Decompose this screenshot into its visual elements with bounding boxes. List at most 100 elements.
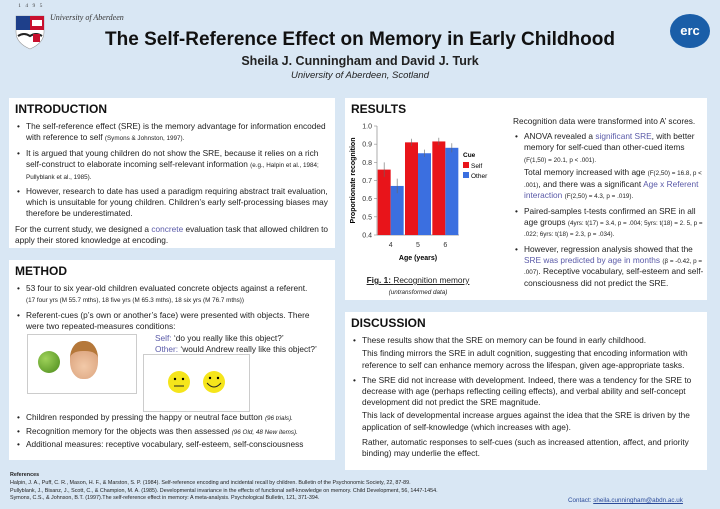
text: evaluation task that allowed children to… [15, 223, 329, 245]
university-name: University of Aberdeen [50, 13, 124, 22]
results-intro: Recognition data were transformed into A… [513, 116, 696, 126]
response-buttons-image [143, 354, 250, 412]
y-tick-label: 0.6 [362, 196, 372, 203]
x-axis-label: Age (years) [399, 255, 437, 262]
method-bullet: 53 four to six year-old children evaluat… [15, 283, 329, 306]
fig-caption: Recognition memory [393, 275, 470, 285]
text: . Receptive vocabulary, self-esteem and … [524, 266, 704, 288]
x-tick-label: 5 [416, 242, 420, 249]
introduction-heading: INTRODUCTION [15, 102, 107, 116]
discussion-heading: DISCUSSION [351, 316, 426, 330]
stimulus-image [27, 334, 137, 394]
text: Paired-samples t-tests confirmed an SRE … [524, 205, 696, 227]
results-bullet: However, regression analysis showed that… [513, 244, 705, 289]
results-panel: RESULTS 0.4 0.5 0.6 0.7 0.8 0.9 1.0 4 5 6 Age (yea… [345, 98, 707, 300]
stat: (β = -0.42, p = .007) [524, 257, 703, 277]
stat: (F(2,50) = 4.3, p = .019). [564, 193, 634, 201]
fig-note: (untransformed data) [388, 289, 448, 297]
text: However, regression analysis showed that… [524, 243, 693, 254]
introduction-panel: INTRODUCTION The self-reference effect (… [9, 98, 335, 248]
method-bullet: Children responded by pressing the happy… [15, 412, 335, 424]
discussion-bullet: The SRE did not increase with developmen… [351, 375, 701, 409]
text: 53 four to six year-old children evaluat… [26, 283, 308, 294]
legend-title: Cue [463, 152, 476, 159]
text: Children responded by pressing the happy… [26, 412, 263, 422]
sample-detail: (17 four yrs (M 55.7 mths), 18 five yrs … [26, 297, 244, 305]
university-crest [14, 12, 46, 50]
fig-label: Fig. 1: [366, 275, 392, 285]
bar-other [418, 153, 431, 235]
highlight: Age x Referent interaction [524, 178, 699, 201]
bar-other [390, 185, 404, 235]
intro-bullet: It is argued that young children do not … [15, 148, 329, 182]
text: It is argued that young children do not … [26, 147, 319, 170]
reference-item: Pullyblank, J., Bisanz, J., Scott, C., &… [10, 487, 438, 494]
reference-item: Halpin, J. A., Puff, C. R., Mason, H. F.… [10, 479, 411, 486]
contact-label: Contact: [568, 497, 592, 504]
highlight: concrete [151, 223, 184, 234]
results-para: Total memory increased with age (F(2,50)… [513, 167, 705, 202]
legend-label: Self [471, 163, 482, 170]
contact-email-link[interactable]: sheila.cunningham@abdn.ac.uk [593, 497, 683, 504]
discussion-bullet: These results show that the SRE on memor… [351, 335, 701, 346]
citation: (e.g., Halpin et al., 1984; Pullyblank e… [26, 162, 319, 181]
question: ‘do you really like this object?’ [173, 333, 284, 344]
intro-bullet: The self-reference effect (SRE) is the m… [15, 121, 329, 144]
bar-self [405, 142, 418, 235]
note: (96 trials). [264, 415, 293, 422]
apple-image [38, 351, 60, 373]
discussion-panel: DISCUSSION These results show that the S… [345, 312, 707, 470]
bar-self [432, 141, 446, 235]
y-tick-label: 0.5 [362, 214, 372, 221]
text: , with better memory for self-cued than … [524, 131, 695, 153]
intro-summary: For the current study, we designed a con… [15, 224, 329, 246]
method-bullet: Recognition memory for the objects was t… [15, 426, 335, 438]
condition-self: Self: ‘do you really like this object?’ [155, 333, 329, 344]
child-face-image [70, 341, 98, 379]
discussion-para: This finding mirrors the SRE in adult co… [362, 348, 688, 370]
bar-other [445, 147, 459, 235]
highlight: SRE was predicted by age in months [524, 254, 661, 265]
highlight: significant SRE [595, 131, 652, 142]
y-tick-label: 0.7 [362, 178, 372, 185]
legend-swatch [463, 172, 469, 178]
discussion-para: This lack of developmental increase argu… [362, 410, 690, 432]
method-bullet: Referent-cues (p’s own or another’s face… [15, 310, 329, 332]
text: Total memory increased with age [524, 167, 646, 178]
y-tick-label: 0.9 [362, 142, 372, 149]
neutral-face-icon [168, 371, 190, 393]
figure-caption: Fig. 1: Recognition memory (untransformed… [363, 275, 473, 298]
note: (96 Old, 48 New items). [231, 428, 298, 436]
erc-logo: erc [670, 14, 710, 48]
reference-item: Symons, C.S., & Johnson, B.T. (1997).The… [10, 495, 320, 502]
text: ANOVA revealed a [524, 131, 594, 142]
text: The self-reference effect (SRE) is the m… [26, 121, 326, 143]
legend-label: Other [471, 173, 488, 180]
stat: (F(1,50) = 20.1, p < .001). [524, 156, 597, 164]
method-bullet: Additional measures: receptive vocabular… [15, 439, 335, 450]
condition-other: Other: ‘would Andrew really like this ob… [155, 344, 329, 355]
stat: (4yrs: t(17) = 3.4, p = .004; 5yrs: t(18… [524, 219, 703, 239]
bar-self [377, 169, 391, 235]
results-bullet: Paired-samples t-tests confirmed an SRE … [513, 206, 705, 240]
results-heading: RESULTS [351, 102, 407, 116]
intro-bullet: However, research to date has used a par… [15, 186, 329, 220]
results-bullet: ANOVA revealed a significant SRE, with b… [513, 131, 705, 165]
x-tick-label: 4 [389, 242, 393, 249]
affiliation: University of Aberdeen, Scotland [290, 70, 429, 81]
y-tick-label: 1.0 [362, 124, 372, 131]
poster-title: The Self-Reference Effect on Memory in E… [105, 29, 615, 50]
legend-swatch [463, 162, 469, 168]
text: Recognition memory for the objects was t… [26, 425, 230, 436]
y-tick-label: 0.4 [362, 233, 372, 240]
discussion-para: Rather, automatic responses to self-cues… [362, 436, 689, 458]
text: , and there was a significant [538, 178, 642, 189]
crest-letters: 1 4 9 5 [18, 3, 44, 9]
text: For the current study, we designed a [15, 223, 150, 234]
label: Other: [155, 344, 179, 355]
question: ‘would Andrew really like this object?’ [180, 344, 317, 355]
happy-face-icon [203, 371, 225, 393]
recognition-chart: 0.4 0.5 0.6 0.7 0.8 0.9 1.0 4 5 6 Age (years) Propo… [350, 124, 488, 263]
y-axis-label: Proportionate recognition [350, 138, 357, 224]
authors: Sheila J. Cunningham and David J. Turk [241, 54, 479, 68]
